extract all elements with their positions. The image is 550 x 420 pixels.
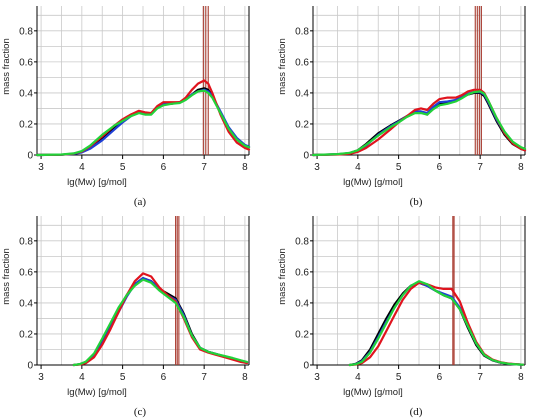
y-tick-label: 0	[303, 361, 309, 372]
grid	[37, 6, 249, 155]
x-tick-label: 3	[314, 372, 320, 383]
chart-panel-1: 3 4 5 6 7 8 0 0.2 0.4 0.6 0.8 lg(Mw) [g/mol] mass fr…	[1, 6, 251, 208]
x-axis-label: lg(Mw) [g/mol]	[343, 387, 403, 398]
y-tick-label: 0.2	[295, 119, 309, 130]
x-axis-label: lg(Mw) [g/mol]	[67, 387, 127, 398]
grid	[313, 216, 525, 365]
x-tick-label: 5	[396, 372, 402, 383]
y-axis-label: mass fraction	[277, 248, 288, 305]
y-tick-label: 0.2	[19, 119, 33, 130]
series-line-red	[348, 281, 525, 367]
y-axis-label: mass fraction	[1, 248, 12, 305]
x-tick-label: 3	[38, 162, 44, 173]
chart-panel-3: 3 4 5 6 7 8 0 0.2 0.4 0.6 0.8 lg(Mw) [g/mol] mass fr…	[1, 216, 250, 418]
x-axis-label: lg(Mw) [g/mol]	[343, 177, 403, 188]
y-tick-label: 0.4	[295, 88, 309, 99]
y-tick-label: 0.2	[19, 329, 33, 340]
x-tick-label: 6	[437, 372, 443, 383]
series-line-green	[311, 90, 527, 157]
x-tick-label: 4	[355, 162, 361, 173]
x-tick-label: 4	[79, 372, 85, 383]
x-tick-label: 3	[38, 372, 44, 383]
y-axis-label: mass fraction	[277, 38, 288, 95]
y-tick-label: 0.8	[19, 236, 33, 247]
x-tick-label: 6	[161, 372, 167, 383]
x-tick-label: 4	[355, 372, 361, 383]
y-tick-label: 0.6	[295, 57, 309, 68]
series-line-green	[35, 89, 251, 157]
y-tick-label: 0.6	[295, 267, 309, 278]
x-tick-label: 7	[477, 372, 483, 383]
y-tick-label: 0	[27, 361, 33, 372]
y-tick-label: 0.6	[19, 57, 33, 68]
x-tick-label: 7	[477, 162, 483, 173]
y-tick-label: 0.8	[19, 26, 33, 37]
x-tick-label: 6	[161, 162, 167, 173]
x-tick-label: 5	[120, 372, 126, 383]
chart-panel-4: 3 4 5 6 7 8 0 0.2 0.4 0.6 0.8 lg(Mw) [g/mol] mass fr…	[277, 216, 526, 418]
y-tick-label: 0.6	[19, 267, 33, 278]
grid	[313, 6, 525, 155]
x-tick-label: 5	[396, 162, 402, 173]
series-line-blue	[348, 281, 525, 367]
x-tick-label: 7	[201, 162, 207, 173]
x-tick-label: 8	[518, 372, 524, 383]
x-tick-label: 8	[518, 162, 524, 173]
series-line-green	[348, 280, 525, 367]
panel-label: (a)	[134, 196, 147, 208]
y-tick-label: 0.4	[19, 88, 33, 99]
y-tick-label: 0.8	[295, 236, 309, 247]
y-tick-label: 0.2	[295, 329, 309, 340]
chart-panel-2: 3 4 5 6 7 8 0 0.2 0.4 0.6 0.8 lg(Mw) [g/mol] mass fr…	[277, 6, 527, 208]
panel-label: (c)	[134, 406, 147, 418]
y-tick-label: 0	[303, 151, 309, 162]
x-tick-label: 3	[314, 162, 320, 173]
panel-label: (b)	[410, 196, 423, 208]
x-axis-label: lg(Mw) [g/mol]	[67, 177, 127, 188]
x-tick-label: 8	[242, 162, 248, 173]
x-tick-label: 7	[201, 372, 207, 383]
x-tick-label: 8	[242, 372, 248, 383]
series-line-black	[348, 281, 525, 367]
y-tick-label: 0.4	[295, 298, 309, 309]
x-tick-label: 6	[437, 162, 443, 173]
y-tick-label: 0	[27, 151, 33, 162]
grid	[37, 216, 249, 365]
series-line-green	[72, 278, 249, 367]
x-tick-label: 4	[79, 162, 85, 173]
y-tick-label: 0.4	[19, 298, 33, 309]
x-tick-label: 5	[120, 162, 126, 173]
panel-label: (d)	[410, 406, 423, 418]
y-axis-label: mass fraction	[1, 38, 12, 95]
y-tick-label: 0.8	[295, 26, 309, 37]
